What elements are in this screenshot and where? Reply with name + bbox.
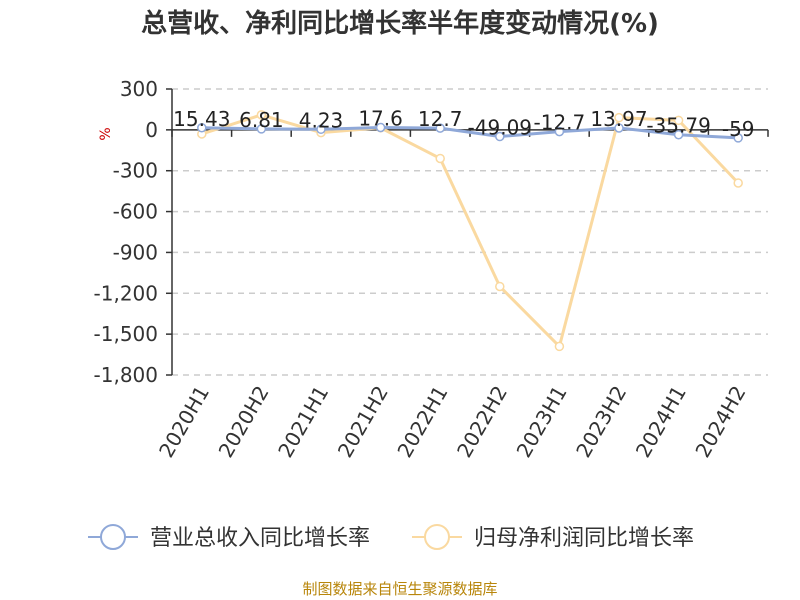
series-1-point xyxy=(495,131,505,142)
series-1-point xyxy=(554,126,565,137)
series-1-point xyxy=(375,122,386,133)
x-tick-label: 2020H1 xyxy=(154,382,214,462)
series-2-point xyxy=(673,115,684,126)
x-tick-label: 2024H1 xyxy=(631,382,691,462)
data-label: -49.09 xyxy=(468,116,532,140)
source-note: 制图数据来自恒生聚源数据库 xyxy=(302,580,497,598)
legend-marker xyxy=(100,524,126,550)
y-tick-label: -1,500 xyxy=(94,322,158,346)
series-1-point xyxy=(197,123,207,133)
data-label: 4.23 xyxy=(299,108,344,132)
series-1-point xyxy=(733,133,743,143)
data-label: -35.79 xyxy=(646,114,710,138)
gridlines xyxy=(172,88,768,376)
y-tick-label: -600 xyxy=(113,200,158,224)
data-label: 12.7 xyxy=(418,107,463,131)
legend-label: 归母净利润同比增长率 xyxy=(474,526,694,551)
data-label: 17.6 xyxy=(358,106,403,130)
series-layer xyxy=(197,110,743,352)
x-tick-label: 2022H1 xyxy=(392,382,452,462)
series-1-point xyxy=(614,123,624,133)
x-tick-label: 2021H1 xyxy=(273,382,333,462)
legend-label: 营业总收入同比增长率 xyxy=(150,526,370,551)
data-label: 15.43 xyxy=(173,107,230,131)
y-tick-label: -300 xyxy=(113,159,158,183)
x-tick-label: 2020H2 xyxy=(214,382,274,462)
series-2-point xyxy=(495,281,505,292)
series-1-point xyxy=(256,124,267,134)
data-label: -59 xyxy=(722,117,755,141)
data-label: 6.81 xyxy=(239,108,284,132)
y-tick-label: 0 xyxy=(145,118,158,142)
y-tick-label: -900 xyxy=(113,240,158,264)
y-axis-unit: % xyxy=(98,127,114,140)
x-tick-label: 2021H2 xyxy=(333,382,393,462)
series-line-2 xyxy=(201,113,740,348)
series-1-point xyxy=(316,124,326,135)
y-tick-label: -1,200 xyxy=(94,281,158,305)
legend-marker xyxy=(424,524,450,550)
series-2-point xyxy=(554,341,565,352)
data-labels: 15.43 6.81 4.23 17.6 12.7 -49.09 -12.7 13.97-35… xyxy=(173,106,754,140)
series-2-point xyxy=(256,110,267,120)
y-tick-label: -1,800 xyxy=(94,363,158,387)
series-2-point xyxy=(614,112,624,123)
series-1-point xyxy=(435,123,445,133)
data-label: 13.97 xyxy=(590,107,647,131)
legend-item-2[interactable]: 归母净利润同比增长率 xyxy=(412,524,694,551)
x-tick-label: 2022H2 xyxy=(452,382,512,462)
chart-title: 总营收、净利同比增长率半年度变动情况(%) xyxy=(141,8,659,39)
series-2-point xyxy=(435,153,445,164)
x-tick-label: 2023H2 xyxy=(571,382,631,462)
x-tick-label: 2024H2 xyxy=(690,382,750,462)
series-2-point xyxy=(733,178,743,188)
series-line-1 xyxy=(201,125,739,140)
x-tick-label: 2023H1 xyxy=(512,382,572,462)
series-1-point xyxy=(673,129,684,140)
data-label: -12.7 xyxy=(534,111,586,135)
legend[interactable]: 营业总收入同比增长率 归母净利润同比增长率 xyxy=(88,524,694,551)
legend-item-1[interactable]: 营业总收入同比增长率 xyxy=(88,524,370,551)
y-tick-label: 300 xyxy=(120,77,158,101)
